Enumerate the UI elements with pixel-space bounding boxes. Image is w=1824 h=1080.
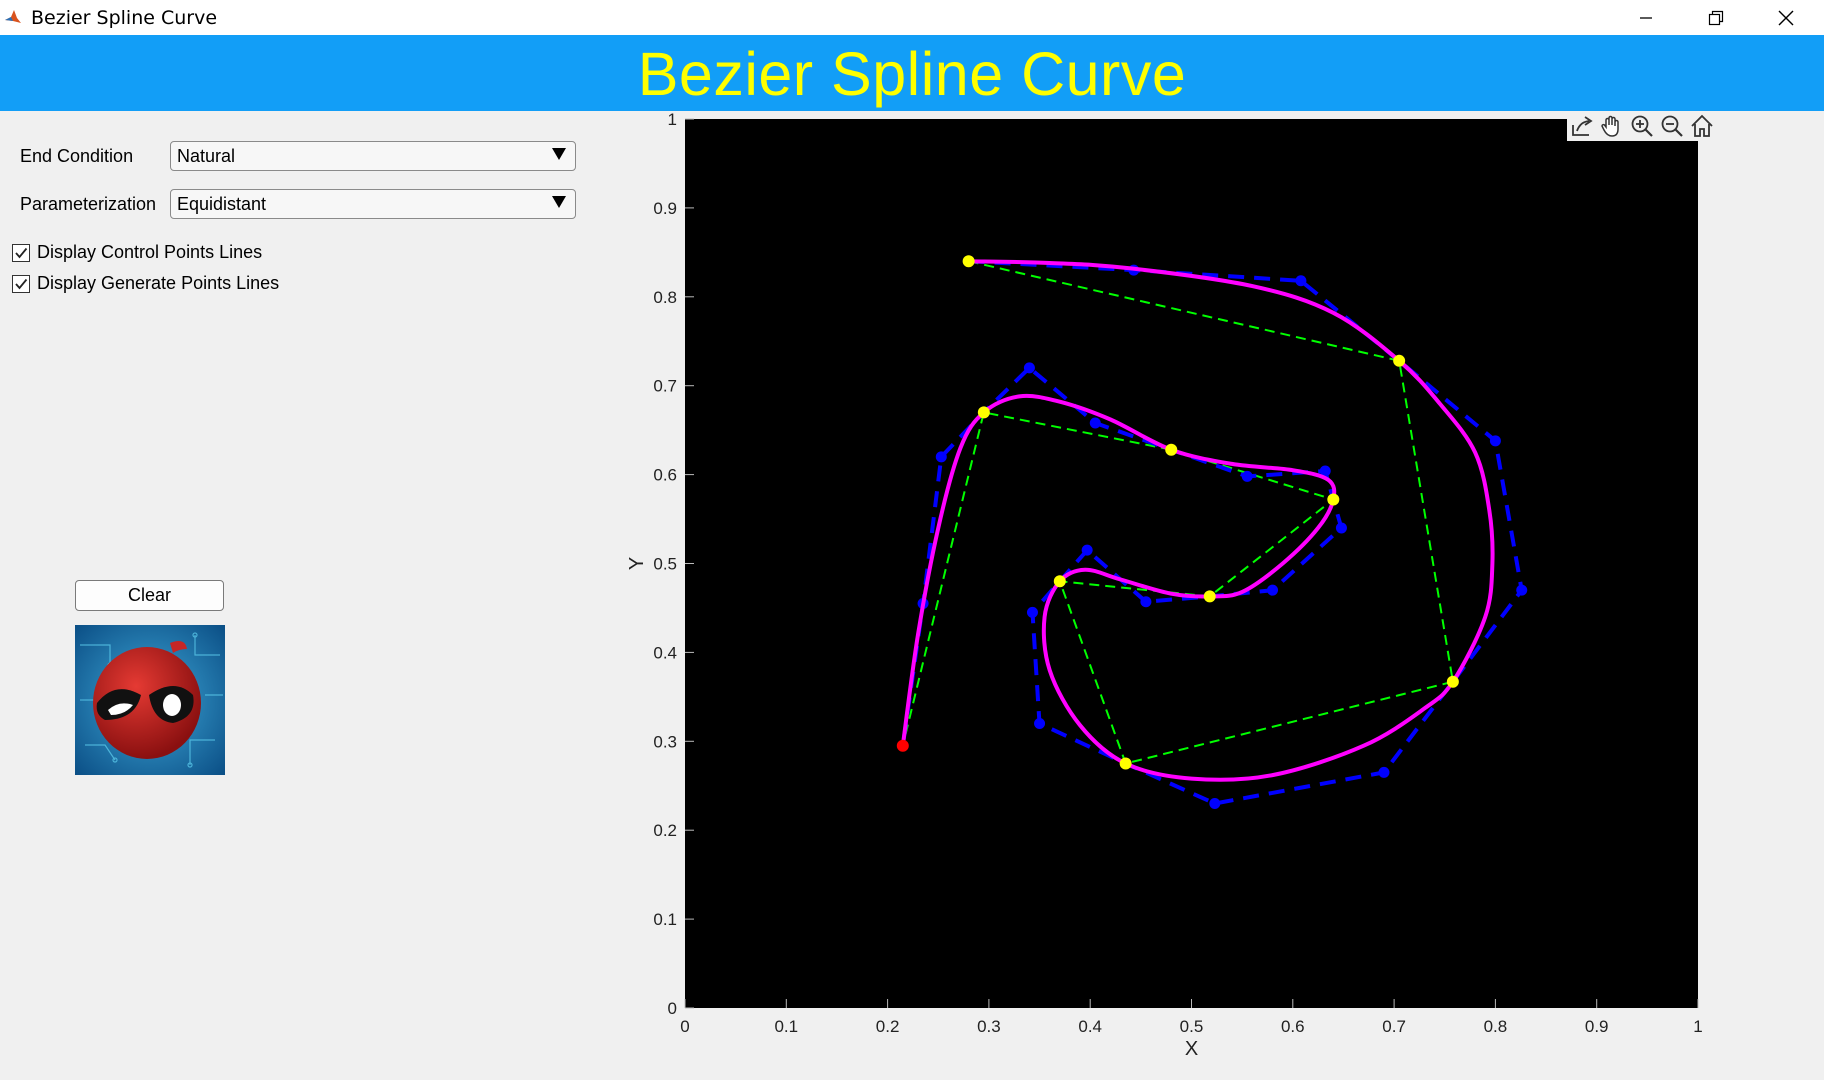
minimize-icon <box>1640 16 1652 19</box>
knot-point[interactable] <box>1393 354 1406 367</box>
x-tick-label: 0.1 <box>774 1017 798 1036</box>
y-tick-label: 0.5 <box>653 555 677 574</box>
knot-point[interactable] <box>1327 493 1340 506</box>
pan-icon[interactable] <box>1599 113 1625 139</box>
dropdown-arrow-icon <box>552 148 566 160</box>
x-tick-label: 0.9 <box>1585 1017 1609 1036</box>
y-tick-label: 0.2 <box>653 821 677 840</box>
checkbox-label: Display Control Points Lines <box>37 242 263 262</box>
checkbox-box[interactable] <box>12 244 30 262</box>
knot-point[interactable] <box>977 406 990 419</box>
restore-button[interactable] <box>1686 0 1746 35</box>
y-axis-label: Y <box>626 557 648 570</box>
x-tick-label: 0.8 <box>1484 1017 1508 1036</box>
header-banner: Bezier Spline Curve <box>0 35 1824 111</box>
knot-point[interactable] <box>962 255 975 268</box>
end-condition-value: Natural <box>177 146 236 166</box>
control-point <box>1089 417 1101 429</box>
knot-point[interactable] <box>1119 757 1132 770</box>
dropdown-arrow-icon <box>552 196 566 208</box>
control-point <box>1026 606 1038 618</box>
y-tick-label: 0 <box>668 999 677 1018</box>
y-tick-label: 0.1 <box>653 910 677 929</box>
y-tick-label: 1 <box>668 111 677 129</box>
control-point <box>1516 584 1528 596</box>
checkmark-icon <box>15 278 28 290</box>
control-point <box>1209 798 1221 810</box>
x-tick-label: 0.2 <box>876 1017 900 1036</box>
control-point <box>1319 465 1331 477</box>
knot-point[interactable] <box>1165 443 1178 456</box>
y-tick-label: 0.7 <box>653 377 677 396</box>
knot-point[interactable] <box>1446 675 1459 688</box>
checkmark-icon <box>15 247 28 259</box>
knot-point[interactable] <box>1203 590 1216 603</box>
y-tick-label: 0.9 <box>653 199 677 218</box>
control-point <box>1489 435 1501 447</box>
start-point[interactable] <box>896 739 909 752</box>
control-point <box>1295 275 1307 287</box>
end-condition-dropdown[interactable]: Natural <box>170 141 576 171</box>
control-point <box>935 451 947 463</box>
checkbox-label: Display Generate Points Lines <box>37 273 280 293</box>
y-tick-label: 0.6 <box>653 466 677 485</box>
x-tick-label: 0.6 <box>1281 1017 1305 1036</box>
control-points-lines <box>900 259 1524 806</box>
x-tick-label: 0 <box>680 1017 689 1036</box>
close-icon <box>1778 10 1794 25</box>
y-tick-label: 0.8 <box>653 288 677 307</box>
x-tick-label: 0.7 <box>1382 1017 1406 1036</box>
y-tick-label: 0.3 <box>653 732 677 751</box>
clear-button[interactable]: Clear <box>75 580 224 611</box>
zoom-in-icon[interactable] <box>1629 113 1655 139</box>
control-point <box>1267 584 1279 596</box>
window-title: Bezier Spline Curve <box>31 7 218 29</box>
spline-chart[interactable]: 0 0.1 0.2 0.3 0.4 0.5 0.6 0.7 0.8 0.9 1 0 0.1 0.2 0.3 0… <box>620 111 1824 1080</box>
control-point <box>1081 544 1093 556</box>
restore-icon <box>1708 10 1724 25</box>
parameterization-label: Parameterization <box>20 194 157 214</box>
close-button[interactable] <box>1756 0 1816 35</box>
control-point <box>1378 766 1390 778</box>
zoom-out-icon[interactable] <box>1659 113 1685 139</box>
deadpool-avatar-image <box>75 625 225 775</box>
x-tick-label: 0.3 <box>977 1017 1001 1036</box>
control-point <box>1241 470 1253 482</box>
control-point <box>1023 362 1035 374</box>
knot-point[interactable] <box>1053 575 1066 588</box>
plot-area[interactable] <box>685 119 1698 1008</box>
control-point <box>1034 718 1046 730</box>
axes-toolbar <box>1567 111 1717 141</box>
x-axis-label: X <box>1185 1038 1198 1060</box>
window-titlebar: Bezier Spline Curve <box>0 0 1824 35</box>
home-icon[interactable] <box>1689 113 1715 139</box>
checkbox-box[interactable] <box>12 275 30 293</box>
x-tick-label: 0.5 <box>1180 1017 1204 1036</box>
y-tick-label: 0.4 <box>653 643 677 662</box>
export-icon[interactable] <box>1569 113 1595 139</box>
bezier-spline-curve <box>900 259 1495 782</box>
x-tick-label: 0.4 <box>1078 1017 1102 1036</box>
banner-title: Bezier Spline Curve <box>637 40 1187 108</box>
minimize-button[interactable] <box>1616 0 1676 35</box>
end-condition-label: End Condition <box>20 146 134 166</box>
parameterization-value: Equidistant <box>177 194 267 214</box>
matlab-icon <box>4 8 22 26</box>
parameterization-dropdown[interactable]: Equidistant <box>170 189 576 219</box>
control-point <box>1335 522 1347 534</box>
x-tick-label: 1 <box>1693 1017 1702 1036</box>
control-point <box>1140 596 1152 608</box>
